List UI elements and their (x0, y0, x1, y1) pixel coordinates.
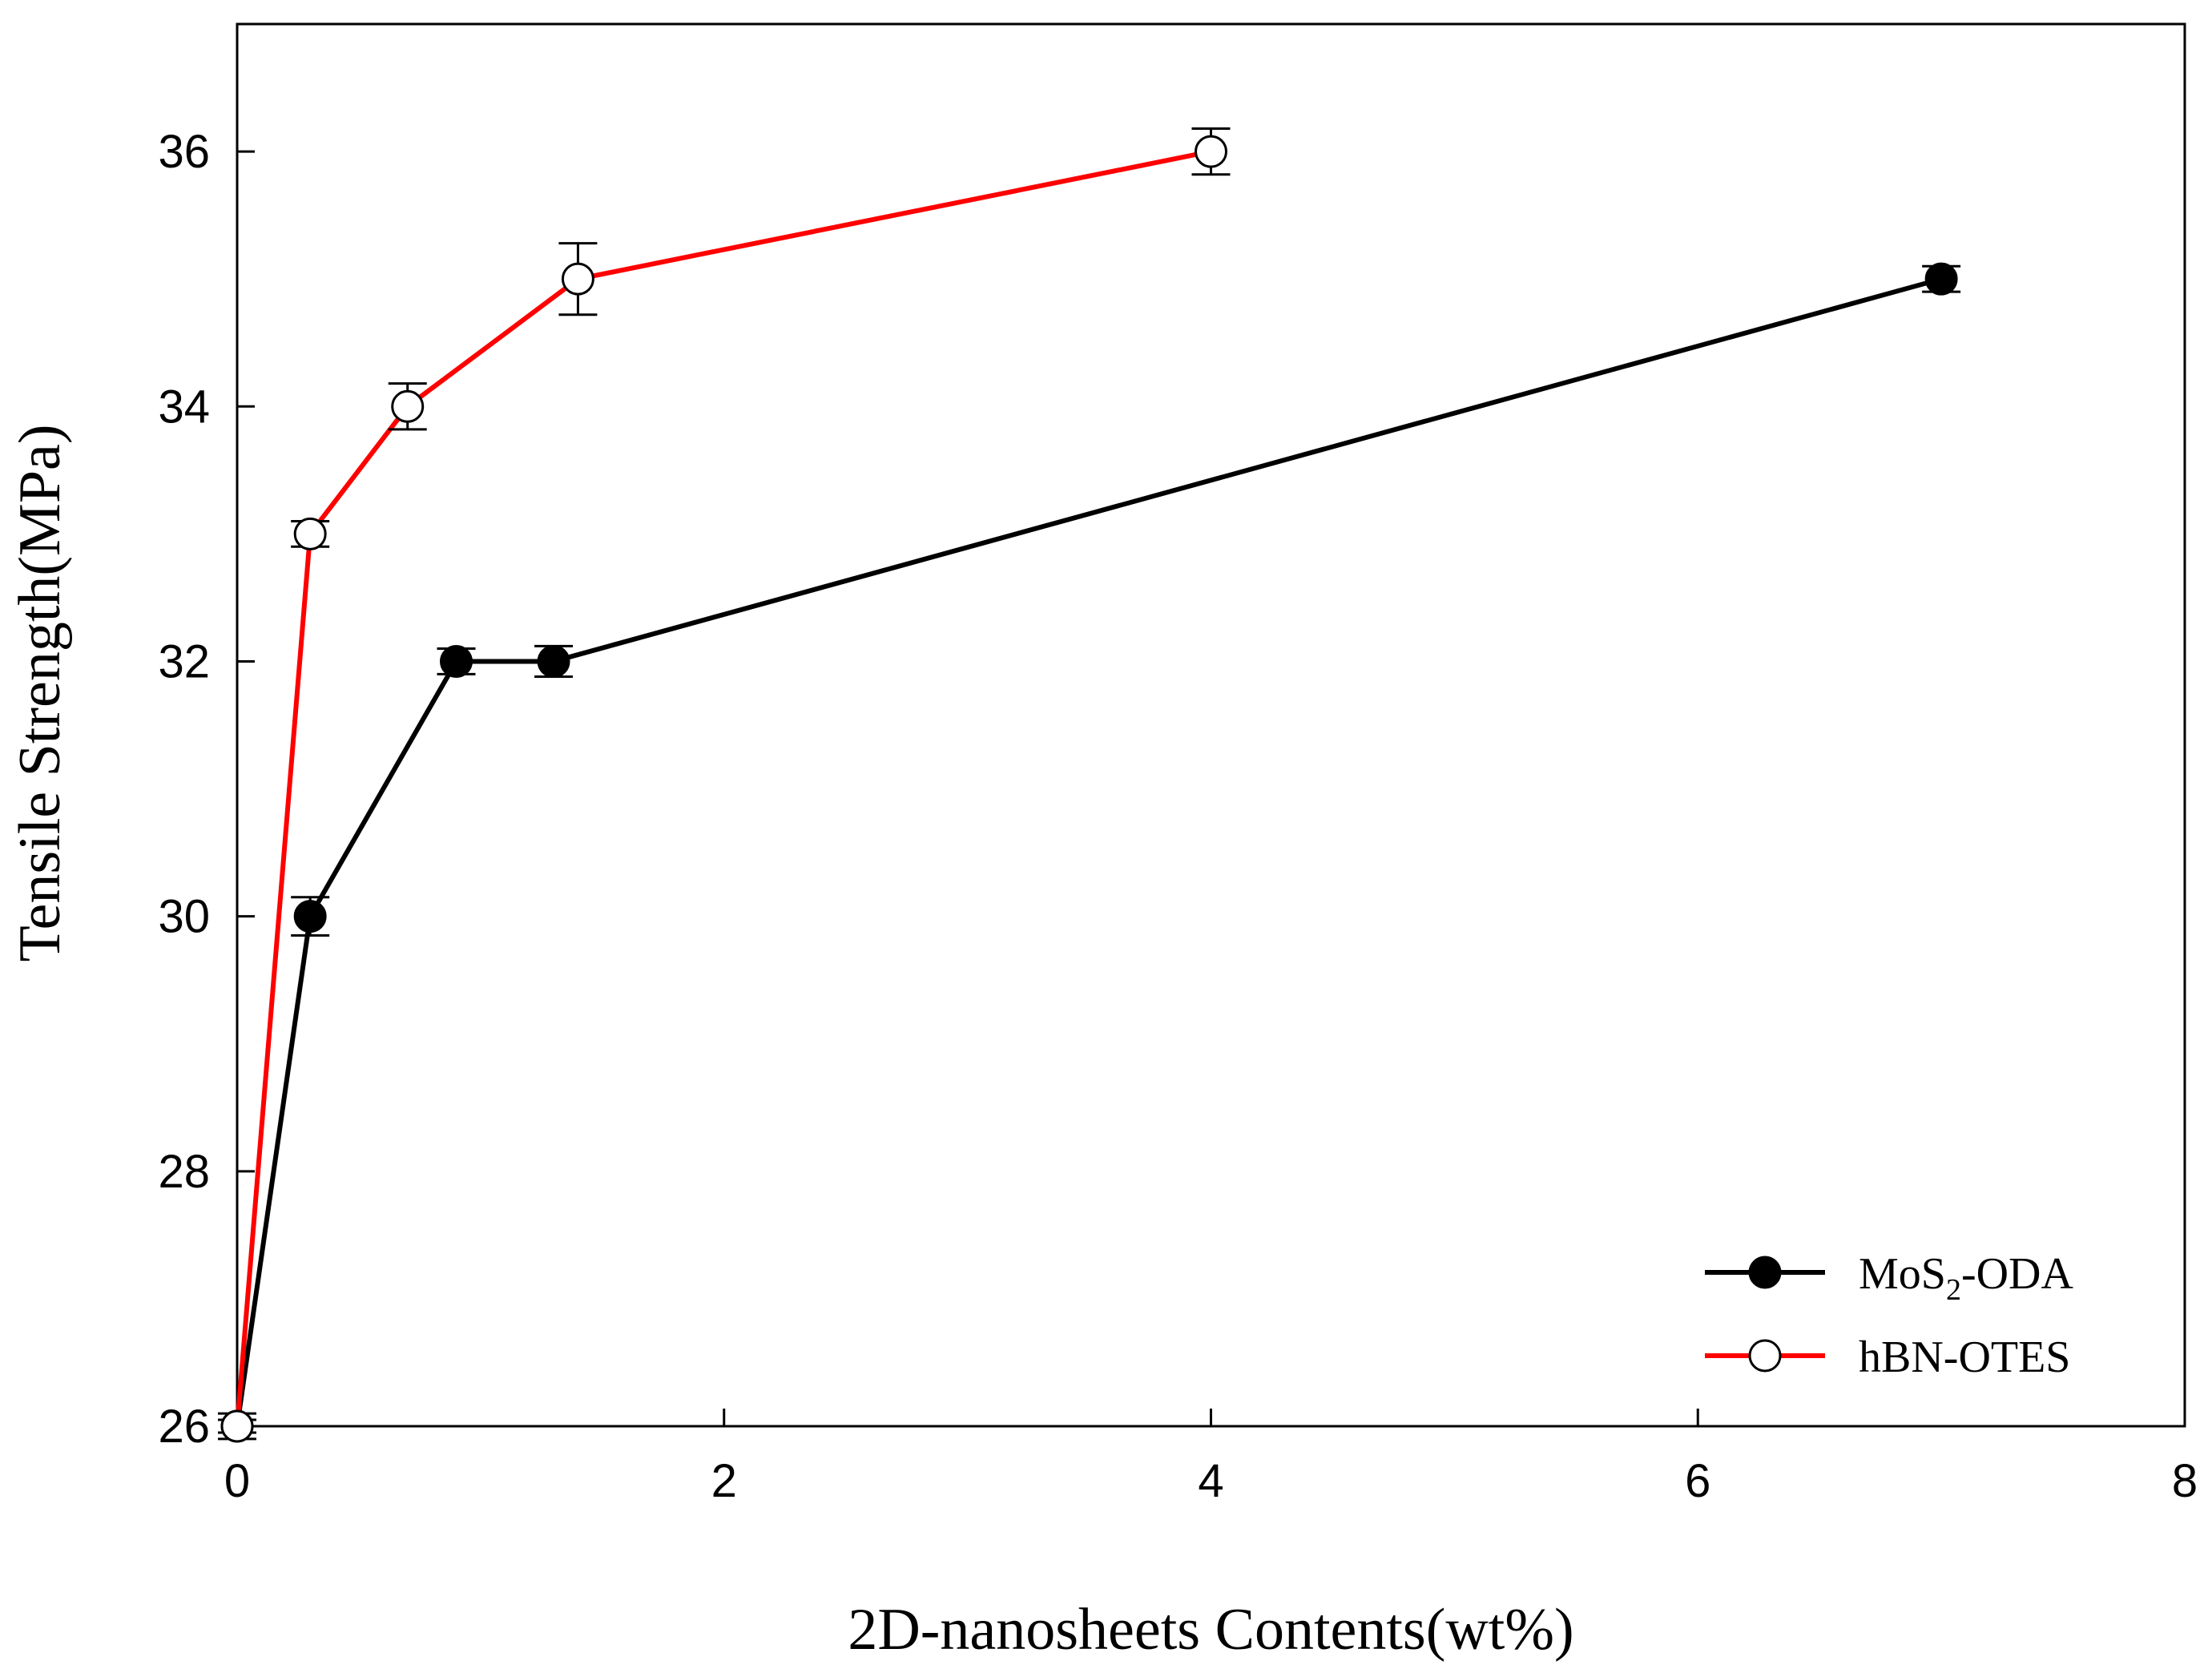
y-tick-label: 28 (158, 1146, 210, 1198)
series-layer (218, 127, 1961, 1443)
legend-item: hBN-OTES (1705, 1332, 2070, 1382)
y-axis: 26 28 30 32 34 36 (158, 126, 255, 1453)
x-tick-label: 4 (1198, 1455, 1223, 1507)
data-point (1195, 135, 1227, 168)
y-tick-label: 32 (158, 635, 210, 687)
y-axis-title: Tensile Strength(MPa) (7, 425, 73, 962)
y-tick-label: 36 (158, 126, 210, 178)
data-point (537, 644, 570, 678)
plot-frame (236, 22, 2186, 1428)
y-tick-label: 30 (158, 891, 210, 943)
x-tick-label: 8 (2172, 1455, 2198, 1507)
data-point (293, 900, 327, 933)
legend-label: MoS2-ODA (1859, 1249, 2073, 1307)
data-point (293, 517, 327, 550)
x-axis: 0 2 4 6 8 (224, 1409, 2198, 1507)
data-point (1924, 262, 1958, 296)
data-point (561, 262, 594, 296)
legend-marker (1748, 1256, 1782, 1289)
series-line (235, 276, 1942, 1427)
data-point (391, 389, 425, 423)
legend-item: MoS2-ODA (1705, 1249, 2073, 1307)
y-tick-label: 26 (158, 1401, 210, 1453)
x-tick-label: 6 (1685, 1455, 1710, 1507)
x-axis-title: 2D-nanosheets Contents(wt%) (848, 1597, 1573, 1663)
data-point (439, 644, 473, 678)
data-point (220, 1409, 254, 1443)
y-tick-label: 34 (158, 381, 210, 433)
x-tick-label: 2 (711, 1455, 737, 1507)
legend-label: hBN-OTES (1859, 1332, 2070, 1382)
x-tick-label: 0 (224, 1455, 250, 1507)
series-hbn-otes (218, 127, 1231, 1443)
plot-area-border (236, 22, 2186, 1428)
legend: MoS2-ODA hBN-OTES (1705, 1249, 2073, 1382)
legend-marker (1748, 1339, 1782, 1373)
series-mos2-oda (218, 262, 1961, 1443)
